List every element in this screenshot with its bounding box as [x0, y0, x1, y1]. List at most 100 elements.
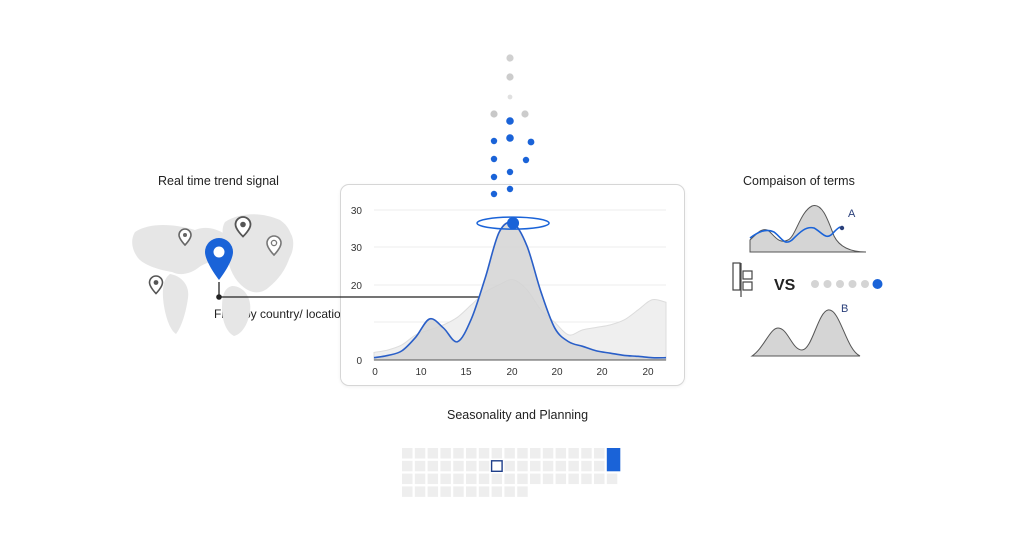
seasonality-label: Seasonality and Planning — [447, 408, 589, 422]
signal-dot — [506, 117, 514, 125]
season-cell — [581, 460, 592, 472]
season-cell — [453, 448, 464, 459]
signal-dot — [490, 173, 498, 181]
season-cell — [581, 448, 592, 459]
y-tick-label: 0 — [356, 356, 362, 367]
season-cell — [402, 460, 413, 472]
realtime-trend-label: Real time trend signal — [158, 174, 279, 188]
column-chart-icon — [732, 262, 753, 297]
season-cell — [466, 486, 477, 497]
x-tick-label: 20 — [506, 367, 518, 378]
comparison-dots — [811, 279, 883, 289]
season-cell — [427, 448, 439, 459]
signal-dot — [521, 110, 529, 118]
season-cell — [530, 473, 541, 485]
comparison-chart-b — [750, 309, 861, 357]
season-cell — [555, 448, 567, 459]
x-tick-label: 0 — [372, 367, 378, 378]
signal-dot — [490, 137, 498, 145]
peak-point — [507, 217, 520, 230]
season-cell — [402, 486, 413, 497]
season-cell — [453, 473, 464, 485]
season-cell — [530, 460, 541, 472]
signal-dot — [506, 185, 514, 193]
y-tick-label: 20 — [351, 281, 363, 292]
comparison-dot — [823, 280, 832, 288]
season-cell — [517, 486, 528, 497]
season-cell — [542, 473, 554, 485]
x-tick-label: 10 — [415, 367, 427, 378]
x-tick-label: 20 — [551, 367, 563, 378]
world-map-icon — [132, 214, 294, 336]
season-cell-highlight — [606, 448, 621, 472]
x-tick-label: 20 — [596, 367, 608, 378]
series-b-label: B — [841, 303, 849, 315]
season-cell — [427, 460, 439, 472]
comparison-dot — [836, 280, 844, 288]
comparison-dot — [848, 280, 857, 288]
season-cell — [466, 460, 477, 472]
season-cell — [478, 448, 490, 459]
season-cell — [478, 460, 490, 472]
vs-label: VS — [774, 277, 796, 294]
season-cell — [440, 486, 451, 497]
season-cell — [402, 473, 413, 485]
y-tick-label: 30 — [351, 243, 363, 254]
signal-dot — [490, 110, 498, 118]
season-cell — [568, 448, 579, 459]
signal-dot — [506, 73, 514, 81]
season-cell — [542, 460, 554, 472]
comparison-label: Compaison of terms — [743, 174, 855, 188]
map-pin-icon — [266, 235, 282, 257]
signal-dot — [490, 190, 498, 198]
season-cell — [594, 460, 605, 472]
map-pin-icon — [148, 275, 164, 295]
seasonality-grid — [402, 448, 621, 497]
season-cell — [491, 473, 503, 485]
season-cell — [440, 473, 451, 485]
series-a-label: A — [848, 208, 856, 220]
season-cell — [466, 448, 477, 459]
season-cell — [491, 486, 503, 497]
signal-dot — [527, 138, 535, 146]
signal-dot — [506, 134, 514, 142]
season-cell — [517, 460, 528, 472]
signal-dot — [506, 168, 514, 176]
season-cell — [555, 460, 567, 472]
signal-dot — [522, 156, 530, 164]
signal-dot — [506, 54, 514, 62]
signal-dots — [490, 54, 535, 198]
season-cell — [414, 460, 426, 472]
map-pin-icon — [178, 228, 192, 247]
season-cell — [414, 473, 426, 485]
season-cell — [440, 460, 451, 472]
season-cell — [504, 473, 515, 485]
season-cell — [517, 473, 528, 485]
signal-dot — [490, 155, 498, 163]
season-cell — [478, 473, 490, 485]
signal-dot — [507, 94, 513, 100]
comparison-dot — [861, 280, 869, 288]
season-cell — [504, 460, 515, 472]
season-cell — [402, 448, 413, 459]
season-cell — [606, 473, 618, 485]
season-cell — [555, 473, 567, 485]
main-series-area — [374, 222, 666, 360]
season-cell — [581, 473, 592, 485]
season-cell — [594, 448, 605, 459]
main-series-line — [373, 221, 667, 359]
season-cell — [414, 486, 426, 497]
season-cell — [504, 486, 515, 497]
season-cell — [568, 460, 579, 472]
season-cell — [542, 448, 554, 459]
comparison-dot — [872, 279, 883, 289]
trend-chart: 0 20 30 30 0 10 15 20 20 20 20 — [351, 206, 667, 378]
season-cell — [594, 473, 605, 485]
season-cell — [466, 473, 477, 485]
map-pin-icon — [234, 216, 252, 238]
season-cell — [504, 448, 515, 459]
season-cell-selected — [490, 460, 503, 472]
season-cell — [568, 473, 579, 485]
season-cell — [427, 486, 439, 497]
